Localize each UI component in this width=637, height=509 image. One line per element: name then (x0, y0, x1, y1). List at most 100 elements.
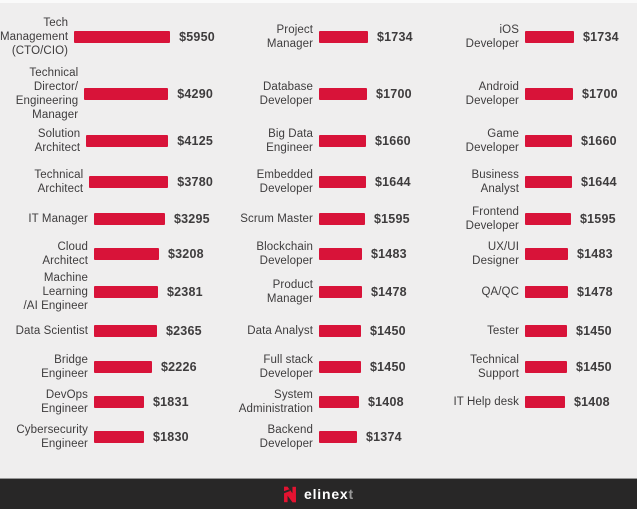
salary-bar-chart: Tech Management (CTO/CIO) $5950 Technical … (0, 3, 637, 479)
role-label: Tester (487, 325, 519, 337)
chart-row: QA/QC $1478 (427, 272, 637, 312)
salary-bar (86, 135, 169, 147)
role-label: QA/QC (481, 286, 519, 298)
salary-value: $5950 (179, 30, 215, 44)
logo-text-main: elinex (304, 486, 349, 502)
chart-row: Embedded Developer $1644 (213, 163, 427, 201)
salary-bar (525, 135, 572, 147)
role-label: Technical Support (470, 354, 519, 380)
salary-value: $1483 (371, 247, 407, 261)
chart-row: Data Analyst $1450 (213, 312, 427, 350)
salary-bar (319, 361, 361, 373)
role-label: Full stack Developer (259, 354, 313, 380)
role-label: UX/UI Designer (472, 241, 519, 267)
salary-value: $1644 (581, 175, 617, 189)
salary-bar (525, 286, 568, 298)
role-label: Game Developer (465, 128, 519, 154)
role-label: Project Manager (266, 24, 313, 50)
salary-bar (319, 176, 366, 188)
logo-text-accent: t (348, 486, 354, 502)
role-label: Tech Management (CTO/CIO) (0, 17, 69, 57)
role-label: Product Manager (266, 279, 313, 305)
salary-value: $1660 (375, 134, 411, 148)
chart-row: DevOps Engineer $1831 (0, 384, 213, 420)
chart-row: Android Developer $1700 (427, 69, 637, 119)
salary-bar (94, 248, 159, 260)
salary-bar (319, 286, 362, 298)
salary-bar (84, 88, 169, 100)
chart-row: Tech Management (CTO/CIO) $5950 (0, 5, 215, 69)
salary-value: $2365 (166, 324, 202, 338)
chart-row: Machine Learning /AI Engineer $2381 (0, 272, 213, 312)
chart-row: Database Developer $1700 (213, 69, 427, 119)
salary-value: $1734 (583, 30, 619, 44)
salary-bar (525, 176, 572, 188)
salary-bar (319, 396, 359, 408)
salary-bar (94, 325, 157, 337)
role-label: Frontend Developer (465, 205, 519, 232)
role-label: Data Analyst (247, 325, 313, 337)
chart-row: Technical Support $1450 (427, 350, 637, 384)
chart-row: Cloud Architect $3208 (0, 236, 213, 272)
role-label: Solution Architect (34, 128, 81, 154)
salary-bar (319, 248, 362, 260)
role-label: System Administration (238, 389, 313, 415)
salary-value: $1478 (371, 285, 407, 299)
salary-value: $1408 (368, 395, 404, 409)
salary-bar (319, 135, 366, 147)
role-label: Technical Architect (34, 169, 84, 195)
salary-bar (94, 286, 158, 298)
salary-bar (525, 248, 568, 260)
salary-bar (319, 431, 357, 443)
salary-bar (525, 325, 567, 337)
role-label: Android Developer (465, 81, 519, 107)
chart-row: iOS Developer $1734 (427, 5, 637, 69)
salary-bar (525, 31, 574, 43)
role-label: IT Manager (28, 212, 88, 225)
salary-value: $1644 (375, 175, 411, 189)
chart-row: Cybersecurity Engineer $1830 (0, 420, 213, 454)
role-label: Database Developer (259, 81, 313, 107)
salary-value: $1374 (366, 430, 402, 444)
role-label: Backend Developer (259, 424, 313, 450)
chart-row: Data Scientist $2365 (0, 312, 213, 350)
elinext-logo: elinext (283, 486, 354, 503)
salary-value: $1734 (377, 30, 413, 44)
chart-row: Big Data Engineer $1660 (213, 119, 427, 163)
role-label: Cloud Architect (42, 241, 88, 267)
chart-row: IT Manager $3295 (0, 201, 213, 236)
role-label: Big Data Engineer (266, 128, 313, 154)
chart-row: System Administration $1408 (213, 384, 427, 420)
role-label: Machine Learning /AI Engineer (23, 272, 88, 312)
salary-value: $3780 (177, 175, 213, 189)
salary-value: $4125 (177, 134, 213, 148)
chart-row: Technical Director/ Engineering Manager $… (0, 67, 213, 121)
salary-value: $2226 (161, 360, 197, 374)
chart-row: Game Developer $1660 (427, 119, 637, 163)
salary-value: $3208 (168, 247, 204, 261)
chart-row: Business Analyst $1644 (427, 163, 637, 201)
salary-bar (94, 396, 144, 408)
salary-value: $1483 (577, 247, 613, 261)
salary-value: $1450 (576, 360, 612, 374)
chart-row: Technical Architect $3780 (0, 163, 213, 201)
elinext-logo-text: elinext (304, 487, 354, 501)
salary-bar (525, 361, 567, 373)
role-label: Scrum Master (240, 212, 313, 225)
role-label: IT Help desk (453, 396, 519, 408)
role-label: Bridge Engineer (41, 354, 88, 380)
salary-bar (74, 31, 171, 43)
footer-bar: elinext (0, 478, 637, 509)
role-label: Business Analyst (471, 169, 519, 195)
salary-value: $2381 (167, 285, 203, 299)
salary-value: $1450 (576, 324, 612, 338)
role-label: Technical Director/ Engineering Manager (15, 67, 79, 121)
chart-row: Tester $1450 (427, 312, 637, 350)
chart-row: Frontend Developer $1595 (427, 201, 637, 236)
salary-value: $1660 (581, 134, 617, 148)
salary-value: $1450 (370, 324, 406, 338)
salary-bar (319, 31, 368, 43)
salary-value: $1450 (370, 360, 406, 374)
chart-row: UX/UI Designer $1483 (427, 236, 637, 272)
